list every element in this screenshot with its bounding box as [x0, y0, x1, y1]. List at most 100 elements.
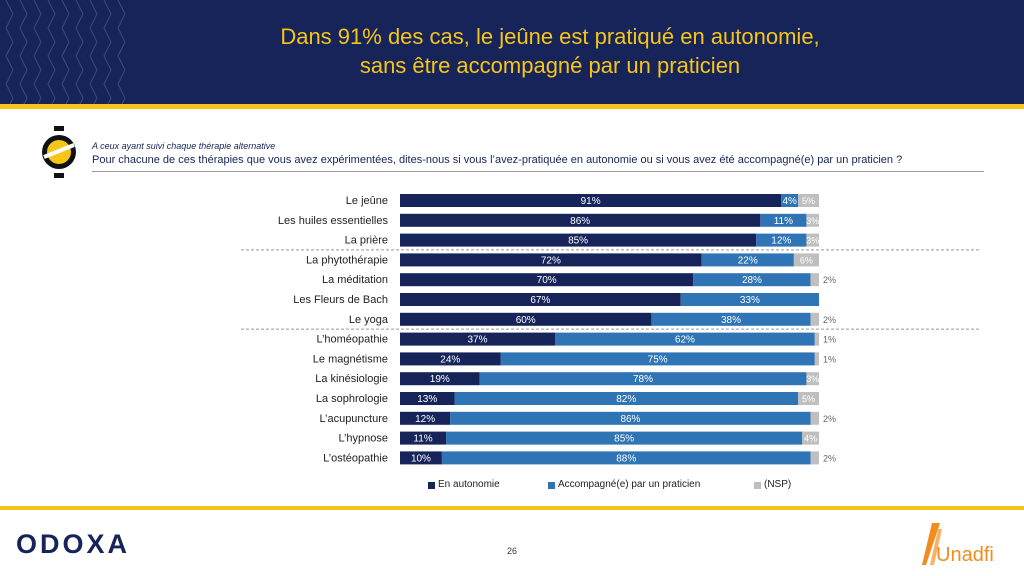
bar-segment	[693, 273, 811, 287]
value-label: 3%	[806, 216, 819, 226]
legend-label: (NSP)	[764, 479, 792, 490]
pattern-stroke	[5, 0, 14, 104]
pattern-stroke	[61, 0, 70, 104]
question-subtitle: A ceux ayant suivi chaque thérapie alter…	[92, 141, 276, 151]
bar-segment	[400, 194, 782, 207]
bar-segment	[400, 431, 447, 445]
pattern-stroke	[103, 0, 112, 104]
value-label: 67%	[530, 295, 550, 306]
pattern-stroke	[19, 0, 28, 104]
bar-segment	[814, 332, 819, 346]
category-label: Les huiles essentielles	[278, 215, 389, 227]
odoxa-badge-icon	[42, 126, 76, 178]
value-label: 28%	[742, 275, 762, 286]
value-label: 91%	[581, 196, 601, 207]
bar-segment	[810, 312, 819, 326]
bar-segment	[810, 451, 819, 465]
value-label: 86%	[620, 414, 640, 425]
category-label: Le yoga	[349, 314, 389, 326]
value-label: 19%	[430, 374, 450, 385]
bar-segment	[810, 273, 819, 287]
value-label: 2%	[823, 414, 836, 424]
value-label: 2%	[823, 453, 836, 463]
value-label: 82%	[616, 394, 636, 405]
category-label: L’acupuncture	[320, 413, 389, 425]
category-label: La kinésiologie	[315, 373, 388, 385]
bar-segment	[441, 451, 811, 465]
bar-segment	[400, 293, 681, 306]
bar-segment	[400, 411, 451, 425]
category-label: Le magnétisme	[313, 353, 388, 365]
page-number: 26	[506, 546, 517, 556]
pattern-stroke	[75, 0, 84, 104]
bar-segment	[400, 253, 702, 267]
header-accent-bar	[0, 104, 1024, 109]
footer-accent-bar	[0, 506, 1024, 510]
bar-segment	[798, 392, 819, 405]
bar-segment	[802, 431, 819, 445]
value-label: 3%	[806, 236, 819, 246]
value-label: 1%	[823, 335, 836, 345]
legend-swatch	[754, 482, 761, 489]
value-label: 37%	[468, 335, 488, 346]
category-label: La méditation	[322, 274, 388, 286]
bar-segment	[798, 194, 819, 207]
legend-swatch	[548, 482, 555, 489]
bar-segment	[400, 332, 556, 346]
bar-segment	[400, 372, 480, 386]
page-title-line-2: sans être accompagné par un praticien	[359, 53, 741, 78]
bar-segment	[400, 273, 694, 287]
bar-segment	[400, 312, 652, 326]
bar-segment	[400, 451, 442, 465]
category-label: La sophrologie	[316, 393, 388, 405]
value-label: 2%	[823, 275, 836, 285]
value-label: 78%	[633, 374, 653, 385]
value-label: 11%	[774, 216, 793, 227]
page-title-line-1: Dans 91% des cas, le jeûne est pratiqué …	[280, 24, 820, 49]
value-label: 1%	[823, 354, 836, 364]
unadfi-logo-text: Unadfi	[936, 544, 994, 566]
value-label: 75%	[648, 354, 668, 365]
bar-segment	[756, 233, 807, 247]
bar-segment	[500, 352, 815, 366]
category-label: La phytothérapie	[306, 254, 388, 266]
value-label: 33%	[740, 295, 760, 306]
page-title: Dans 91% des cas, le jeûne est pratiqué …	[200, 22, 900, 80]
value-label: 88%	[616, 453, 636, 464]
value-label: 12%	[771, 236, 791, 247]
bar-segment	[555, 332, 815, 346]
bar-segment	[806, 213, 819, 227]
value-label: 2%	[823, 315, 836, 325]
value-label: 5%	[802, 196, 815, 206]
category-label: L’homéopathie	[316, 334, 388, 346]
value-label: 72%	[541, 255, 561, 266]
value-label: 70%	[537, 275, 557, 286]
legend-label: Accompagné(e) par un praticien	[558, 479, 701, 490]
bar-segment	[450, 411, 811, 425]
value-label: 10%	[411, 453, 431, 464]
value-label: 4%	[804, 434, 817, 444]
bar-segment	[400, 233, 757, 247]
pattern-stroke	[117, 0, 126, 104]
value-label: 4%	[782, 196, 797, 207]
category-label: Les Fleurs de Bach	[293, 294, 388, 306]
value-label: 11%	[413, 434, 432, 445]
value-label: 62%	[675, 335, 695, 346]
bar-segment	[781, 194, 799, 207]
legend-swatch	[428, 482, 435, 489]
bar-segment	[680, 293, 819, 306]
stacked-bar-chart: Le jeûne 91% 4% 5% Les huiles essentielles 86…	[241, 194, 980, 465]
unadfi-logo: Unadfi	[922, 523, 994, 566]
bar-segment	[479, 372, 807, 386]
bar-segment	[810, 411, 819, 425]
value-label: 3%	[806, 374, 819, 384]
bar-segment	[793, 253, 819, 267]
bar-segment	[760, 213, 807, 227]
value-label: 60%	[516, 315, 536, 326]
category-label: Le jeûne	[346, 195, 388, 207]
pattern-stroke	[47, 0, 56, 104]
bar-segment	[400, 213, 761, 227]
bar-segment	[806, 372, 819, 386]
value-label: 24%	[440, 354, 460, 365]
value-label: 85%	[568, 236, 588, 247]
